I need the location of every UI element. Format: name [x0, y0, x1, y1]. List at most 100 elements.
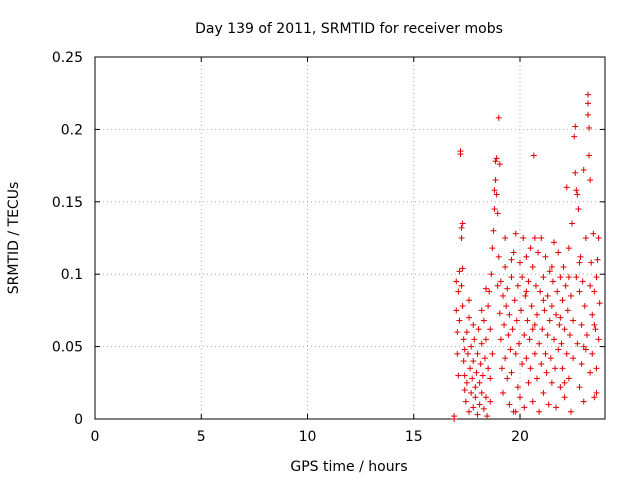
- data-point: [480, 405, 487, 412]
- data-point: [478, 307, 485, 314]
- data-point: [534, 375, 540, 382]
- data-point: [483, 336, 489, 343]
- data-point: [586, 124, 593, 131]
- data-point: [574, 340, 581, 347]
- data-point: [553, 311, 560, 318]
- data-point: [596, 300, 603, 307]
- data-point: [595, 336, 602, 343]
- data-point: [478, 389, 485, 396]
- data-point: [593, 389, 600, 396]
- data-point: [492, 158, 499, 165]
- data-point: [564, 307, 571, 314]
- data-point: [565, 274, 572, 281]
- y-axis: 0 0.05 0.1 0.15 0.2 0.25: [52, 50, 605, 428]
- y-axis-title: SRMTID / TECUs: [6, 182, 22, 295]
- data-point: [474, 350, 481, 357]
- data-point: [521, 404, 528, 411]
- data-point: [525, 278, 532, 285]
- y-tick-label: 0.1: [61, 267, 83, 283]
- data-point: [514, 384, 521, 391]
- data-point: [458, 235, 465, 241]
- data-point: [510, 249, 517, 256]
- data-point: [495, 114, 502, 121]
- data-point: [560, 263, 567, 270]
- data-point: [495, 253, 502, 260]
- data-point: [561, 379, 568, 386]
- data-point: [568, 292, 574, 299]
- data-point: [466, 408, 472, 415]
- data-point: [568, 408, 574, 415]
- x-tick-label: 0: [91, 429, 100, 445]
- data-point: [513, 317, 520, 324]
- data-point: [487, 398, 494, 405]
- data-point: [544, 292, 551, 299]
- x-axis: 0 5 10 15 20: [91, 57, 529, 445]
- data-point: [497, 336, 504, 343]
- data-point: [569, 220, 576, 227]
- data-point: [453, 278, 460, 285]
- data-point: [497, 278, 504, 285]
- data-point: [514, 282, 521, 289]
- data-point: [455, 288, 462, 295]
- x-tick-label: 20: [511, 429, 529, 445]
- data-point: [530, 152, 537, 159]
- data-point: [453, 307, 460, 314]
- data-point: [580, 398, 587, 405]
- chart-title: Day 139 of 2011, SRMTID for receiver mob…: [195, 21, 503, 37]
- plot-area-frame: [94, 56, 606, 420]
- data-point: [468, 343, 475, 350]
- data-point: [565, 245, 572, 252]
- data-point: [506, 401, 513, 408]
- data-point: [574, 191, 581, 198]
- data-point: [551, 239, 557, 246]
- data-point: [549, 278, 556, 285]
- data-point: [520, 235, 527, 241]
- data-point: [544, 332, 551, 339]
- data-point: [587, 177, 594, 184]
- data-point: [527, 365, 534, 372]
- data-point: [538, 360, 545, 367]
- data-point: [531, 235, 538, 241]
- data-point: [512, 408, 519, 415]
- data-point: [467, 365, 474, 372]
- data-point: [512, 230, 519, 237]
- data-point: [486, 288, 493, 295]
- data-point: [480, 317, 487, 324]
- data-point: [477, 360, 484, 367]
- data-point: [582, 235, 589, 241]
- data-point: [491, 187, 498, 194]
- data-point: [454, 350, 461, 357]
- data-point: [585, 100, 591, 107]
- data-point: [576, 384, 583, 391]
- data-point: [573, 274, 580, 281]
- data-point: [472, 384, 479, 391]
- data-point: [463, 329, 470, 336]
- data-point: [461, 387, 468, 394]
- data-point: [519, 274, 526, 281]
- data-point: [487, 375, 494, 382]
- data-point: [563, 350, 570, 357]
- data-point: [541, 307, 548, 314]
- data-point: [521, 332, 528, 339]
- data-point: [578, 321, 585, 328]
- data-point: [538, 235, 545, 241]
- data-point: [593, 274, 600, 281]
- data-point: [470, 321, 477, 328]
- data-point: [575, 206, 582, 213]
- data-point: [460, 358, 467, 365]
- data-point: [559, 297, 566, 304]
- data-point: [577, 253, 584, 260]
- data-point: [540, 389, 547, 396]
- x-axis-title: GPS time / hours: [290, 459, 407, 475]
- data-point: [492, 177, 499, 184]
- data-point: [589, 311, 596, 318]
- data-point: [454, 329, 461, 336]
- data-point: [570, 355, 577, 362]
- data-point: [508, 369, 515, 376]
- data-point: [552, 365, 559, 372]
- data-point: [553, 404, 560, 411]
- data-point: [481, 355, 488, 362]
- data-point: [529, 263, 536, 270]
- data-point: [588, 259, 595, 266]
- data-point: [517, 259, 523, 266]
